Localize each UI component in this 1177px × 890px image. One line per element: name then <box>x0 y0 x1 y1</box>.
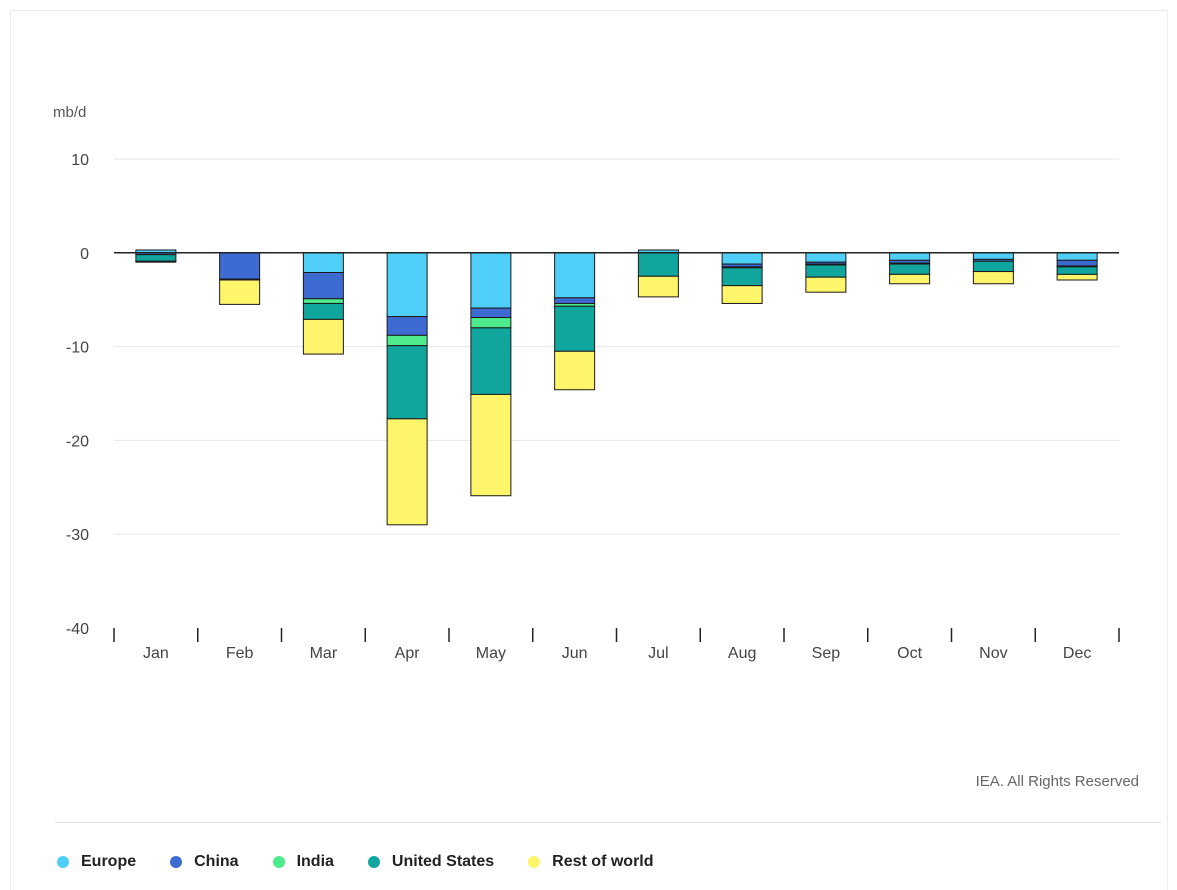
legend-swatch-china <box>170 856 183 868</box>
y-tick-label: 0 <box>80 246 89 263</box>
y-axis-unit-label: mb/d <box>53 104 87 121</box>
bar-aug-europe <box>721 252 763 265</box>
legend-label-china: China <box>194 853 239 870</box>
bar-oct-rest-of-world <box>889 273 931 285</box>
legend: Europe China India United States Rest of… <box>57 853 654 871</box>
bar-jul-rest-of-world <box>637 275 679 298</box>
bar-jan-rest-of-world <box>135 260 177 263</box>
legend-divider <box>55 822 1161 823</box>
legend-label-rest-of-world: Rest of world <box>552 853 654 870</box>
bar-mar-rest-of-world <box>302 318 344 355</box>
legend-swatch-rest-of-world <box>528 856 541 868</box>
x-tick-label-feb: Feb <box>226 645 254 662</box>
x-tick-label-mar: Mar <box>310 645 338 662</box>
legend-label-india: India <box>296 853 334 870</box>
bar-nov-rest-of-world <box>972 271 1014 285</box>
x-tick-label-jan: Jan <box>143 645 169 662</box>
bar-dec-rest-of-world <box>1056 273 1098 281</box>
bar-mar-china <box>302 271 344 300</box>
x-tick-label-oct: Oct <box>897 645 922 662</box>
bar-mar-india <box>302 298 344 304</box>
x-tick-label-dec: Dec <box>1063 645 1091 662</box>
bar-may-india <box>470 317 512 329</box>
bar-feb-china <box>219 252 261 280</box>
bar-may-united-states <box>470 327 512 395</box>
bar-dec-united-states <box>1056 266 1098 275</box>
y-tick-label: -30 <box>66 527 89 544</box>
bar-jul-united-states <box>637 252 679 277</box>
bar-sep-united-states <box>805 264 847 278</box>
bar-sep-europe <box>805 252 847 263</box>
bar-apr-europe <box>386 252 428 318</box>
bar-apr-china <box>386 316 428 336</box>
bar-jun-europe <box>554 252 596 299</box>
legend-item-rest-of-world[interactable]: Rest of world <box>528 853 654 871</box>
bar-dec-europe <box>1056 252 1098 261</box>
x-tick-label-jun: Jun <box>562 645 588 662</box>
bar-jun-united-states <box>554 305 596 352</box>
bar-sep-rest-of-world <box>805 276 847 293</box>
y-tick-label: -40 <box>66 621 89 638</box>
bar-feb-rest-of-world <box>219 279 261 305</box>
x-tick-label-apr: Apr <box>395 645 421 662</box>
bar-mar-united-states <box>302 302 344 320</box>
legend-item-europe[interactable]: Europe <box>57 853 136 871</box>
bar-mar-europe <box>302 252 344 273</box>
legend-item-india[interactable]: India <box>272 853 334 871</box>
legend-label-europe: Europe <box>81 853 137 870</box>
bar-apr-united-states <box>386 345 428 420</box>
bar-may-europe <box>470 252 512 309</box>
bar-aug-rest-of-world <box>721 285 763 304</box>
bar-jan-united-states <box>135 254 177 262</box>
x-tick-label-aug: Aug <box>728 645 756 662</box>
chart-svg: 10 0 -10 -20 -30 -40 Jan Feb Mar Apr May Jun Jul Aug S… <box>66 152 1120 662</box>
bar-jun-china <box>554 297 596 304</box>
bar-may-china <box>470 307 512 319</box>
credit-text: IEA. All Rights Reserved <box>975 773 1139 790</box>
y-tick-label: -10 <box>66 340 89 357</box>
bar-oct-europe <box>889 252 931 261</box>
legend-swatch-india <box>272 856 285 868</box>
bar-may-rest-of-world <box>470 393 512 497</box>
bar-apr-rest-of-world <box>386 418 428 526</box>
bar-nov-europe <box>972 252 1014 260</box>
bar-apr-india <box>386 334 428 347</box>
legend-item-china[interactable]: China <box>170 853 239 871</box>
chart-card: 10 0 -10 -20 -30 -40 Jan Feb Mar Apr May Jun Jul Aug S… <box>10 10 1168 890</box>
y-tick-label: -20 <box>66 433 89 450</box>
x-tick-label-may: May <box>476 645 506 662</box>
legend-swatch-united-states <box>367 856 380 868</box>
legend-label-united-states: United States <box>391 853 495 870</box>
x-tick-label-sep: Sep <box>812 645 841 662</box>
x-tick-label-nov: Nov <box>979 645 1007 662</box>
y-tick-label: 10 <box>71 152 89 169</box>
bar-dec-china <box>1056 259 1098 267</box>
x-tick-label-jul: Jul <box>648 645 668 662</box>
bar-jun-rest-of-world <box>554 350 596 391</box>
bar-aug-united-states <box>721 267 763 287</box>
legend-item-united-states[interactable]: United States <box>367 853 495 871</box>
bar-oct-united-states <box>889 263 931 275</box>
bar-nov-united-states <box>972 260 1014 273</box>
legend-swatch-europe <box>57 856 69 868</box>
